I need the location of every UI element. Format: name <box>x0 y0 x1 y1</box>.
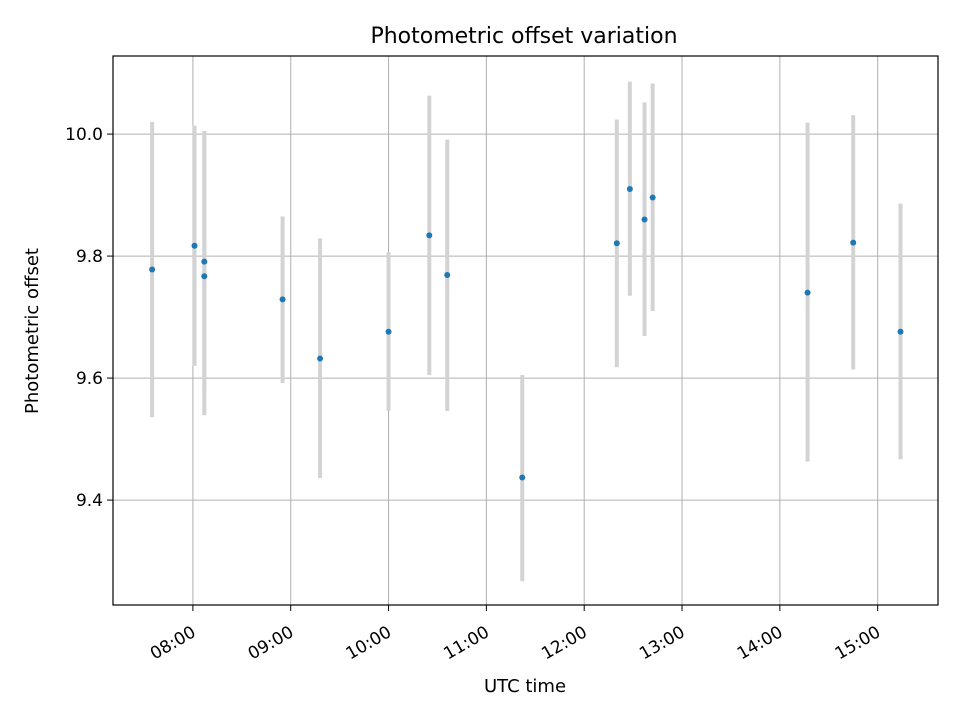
data-point <box>444 271 451 278</box>
y-tick-label: 10.0 <box>65 125 103 145</box>
y-axis-label: Photometric offset <box>22 248 43 414</box>
data-points <box>149 185 904 481</box>
data-point <box>201 258 208 265</box>
data-point <box>317 355 324 362</box>
chart-title: Photometric offset variation <box>370 24 677 49</box>
data-point <box>519 474 526 481</box>
data-point <box>191 242 198 249</box>
data-point <box>385 328 392 335</box>
data-point <box>649 194 656 201</box>
data-point <box>426 232 433 239</box>
data-point <box>850 239 857 246</box>
grid <box>113 56 938 605</box>
plot-frame <box>112 55 939 606</box>
data-point <box>897 328 904 335</box>
data-point <box>804 289 811 296</box>
data-point <box>626 185 633 192</box>
data-point <box>613 240 620 247</box>
y-tick-label: 9.6 <box>76 369 103 389</box>
x-axis-label: UTC time <box>484 676 566 697</box>
data-point <box>279 296 286 303</box>
data-point <box>149 266 156 273</box>
data-point <box>201 273 208 280</box>
y-tick-label: 9.4 <box>76 491 103 511</box>
data-point <box>641 216 648 223</box>
y-axis-ticks: 9.4 9.6 9.8 10.0 <box>65 125 113 511</box>
y-tick-label: 9.8 <box>76 247 103 267</box>
